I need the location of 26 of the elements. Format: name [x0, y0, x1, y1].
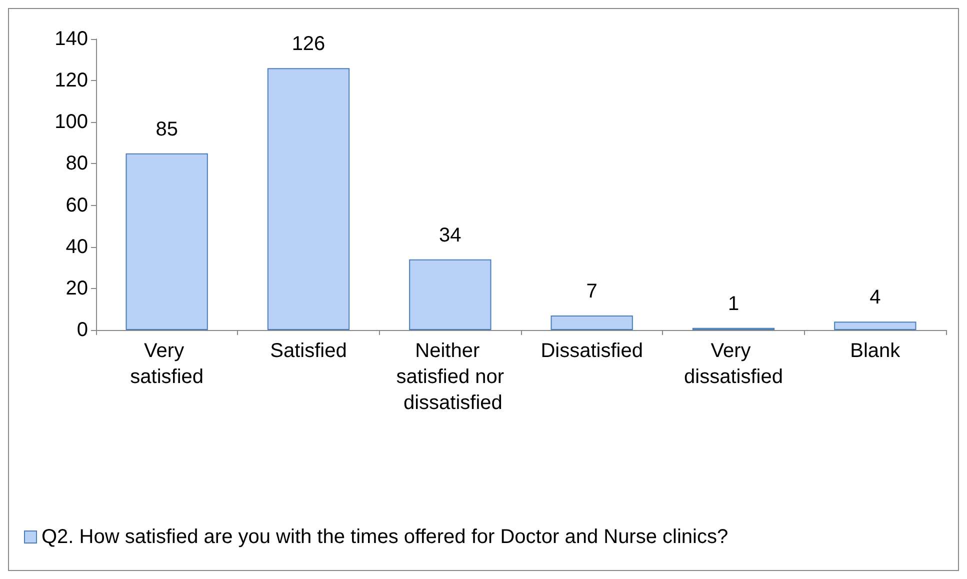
data-label: 34: [439, 224, 462, 246]
x-tick-label: Satisfied: [270, 340, 347, 362]
bar: [550, 315, 633, 330]
y-tick-label: 80: [66, 152, 88, 175]
bar: [126, 153, 208, 330]
data-label: 4: [870, 286, 881, 309]
y-tick-label: 120: [54, 70, 88, 92]
bar: [267, 68, 350, 330]
y-tick-label: 100: [54, 111, 88, 134]
x-tick-label: Neither satisfied nor dissatisfied: [396, 340, 504, 414]
x-tick-label: Very dissatisfied: [684, 340, 783, 388]
y-tick-label: 140: [54, 28, 88, 50]
y-tick-label: 0: [76, 319, 88, 341]
y-tick-label: 40: [66, 236, 88, 258]
x-tick-label: Blank: [850, 340, 902, 362]
data-label: 7: [586, 280, 598, 302]
data-label: 85: [156, 118, 178, 140]
x-tick-label: Dissatisfied: [540, 340, 643, 362]
x-tick-label: Very satisfied: [130, 340, 204, 388]
data-label: 1: [728, 292, 740, 315]
bar: [409, 259, 492, 330]
y-tick-label: 20: [66, 277, 88, 300]
y-tick-label: 60: [66, 194, 88, 216]
legend-label: Q2. How satisfied are you with the times offered for Doctor and Nurse clinics?: [42, 526, 728, 548]
bar: [834, 322, 916, 330]
data-label: 126: [292, 33, 326, 56]
